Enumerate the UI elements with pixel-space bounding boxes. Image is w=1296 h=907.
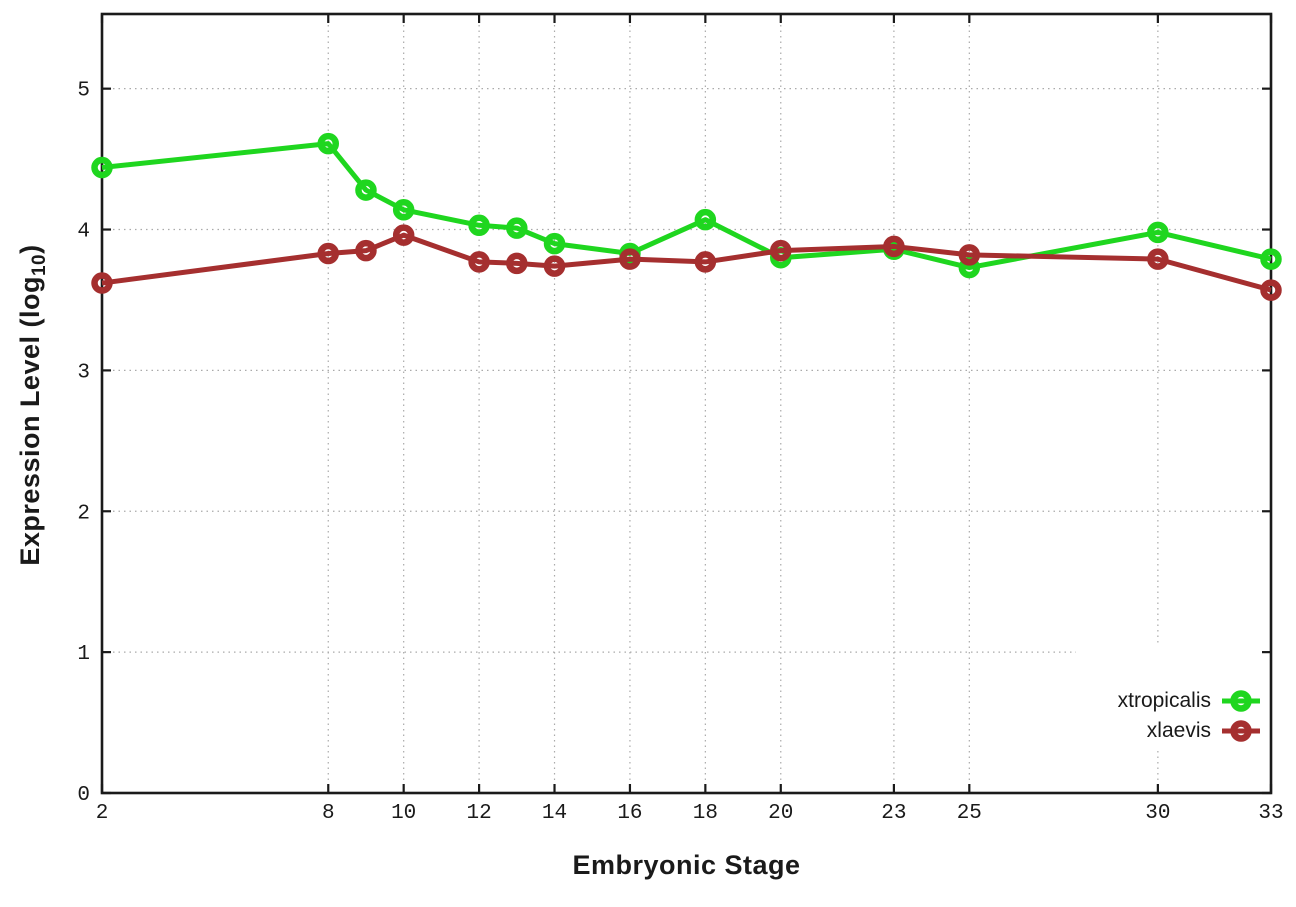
legend-marker-icon bbox=[1222, 690, 1260, 712]
y-axis-label-close: ) bbox=[15, 244, 45, 254]
y-tick-label: 4 bbox=[77, 221, 90, 244]
legend-label-xlaevis: xlaevis bbox=[1146, 719, 1211, 742]
y-tick-label: 2 bbox=[77, 502, 90, 525]
x-axis-label: Embryonic Stage bbox=[572, 850, 801, 880]
data-point-xlaevis bbox=[506, 252, 528, 275]
x-tick-label: 33 bbox=[1258, 802, 1283, 825]
y-tick-label: 3 bbox=[77, 361, 90, 384]
data-point-xlaevis bbox=[619, 248, 641, 270]
y-axis-label-subscript: 10 bbox=[29, 253, 50, 277]
data-point-xlaevis bbox=[958, 244, 981, 266]
data-point-xlaevis bbox=[468, 251, 490, 273]
x-tick-label: 23 bbox=[881, 802, 906, 825]
y-tick-label: 1 bbox=[77, 643, 90, 666]
legend-marker-icon bbox=[1222, 720, 1260, 742]
data-point-xlaevis bbox=[543, 255, 566, 277]
data-point-xtropicalis bbox=[392, 199, 415, 221]
data-point-xtropicalis bbox=[694, 208, 717, 231]
y-tick-label: 5 bbox=[77, 80, 90, 103]
x-tick-label: 30 bbox=[1145, 802, 1170, 825]
x-tick-label: 14 bbox=[542, 802, 567, 825]
data-point-xlaevis bbox=[694, 251, 717, 273]
data-point-xlaevis bbox=[770, 239, 792, 262]
y-axis-label-main: Expression Level (log bbox=[15, 276, 45, 566]
data-point-xlaevis bbox=[1260, 279, 1282, 301]
data-point-xtropicalis bbox=[355, 179, 377, 201]
data-point-xlaevis bbox=[317, 242, 340, 265]
x-tick-label: 20 bbox=[768, 802, 793, 825]
data-point-xtropicalis bbox=[468, 214, 490, 237]
data-point-xtropicalis bbox=[91, 156, 113, 179]
data-point-xtropicalis bbox=[543, 232, 566, 255]
legend-item-xlaevis: xlaevis bbox=[1147, 717, 1262, 745]
x-tick-label: 12 bbox=[466, 802, 491, 825]
y-axis-label: Expression Level (log10) bbox=[15, 244, 51, 565]
x-tick-label: 16 bbox=[617, 802, 642, 825]
data-point-xlaevis bbox=[883, 235, 905, 258]
x-tick-label: 8 bbox=[322, 802, 335, 825]
data-point-xtropicalis bbox=[317, 132, 340, 155]
data-point-xlaevis bbox=[355, 239, 377, 262]
x-tick-label: 25 bbox=[957, 802, 982, 825]
data-point-xlaevis bbox=[91, 272, 113, 294]
data-point-xtropicalis bbox=[1260, 248, 1282, 270]
x-tick-label: 18 bbox=[693, 802, 718, 825]
x-tick-label: 2 bbox=[96, 802, 109, 825]
legend-item-xtropicalis: xtropicalis bbox=[1118, 687, 1262, 715]
legend-label-xtropicalis: xtropicalis bbox=[1117, 689, 1211, 712]
x-tick-label: 10 bbox=[391, 802, 416, 825]
data-point-xtropicalis bbox=[506, 217, 528, 239]
y-tick-label: 0 bbox=[77, 784, 90, 807]
data-point-xlaevis bbox=[392, 224, 415, 246]
data-point-xlaevis bbox=[1147, 248, 1169, 270]
data-point-xtropicalis bbox=[1147, 221, 1169, 244]
plot-border bbox=[100, 12, 1273, 795]
series-line-xtropicalis bbox=[101, 141, 1272, 271]
